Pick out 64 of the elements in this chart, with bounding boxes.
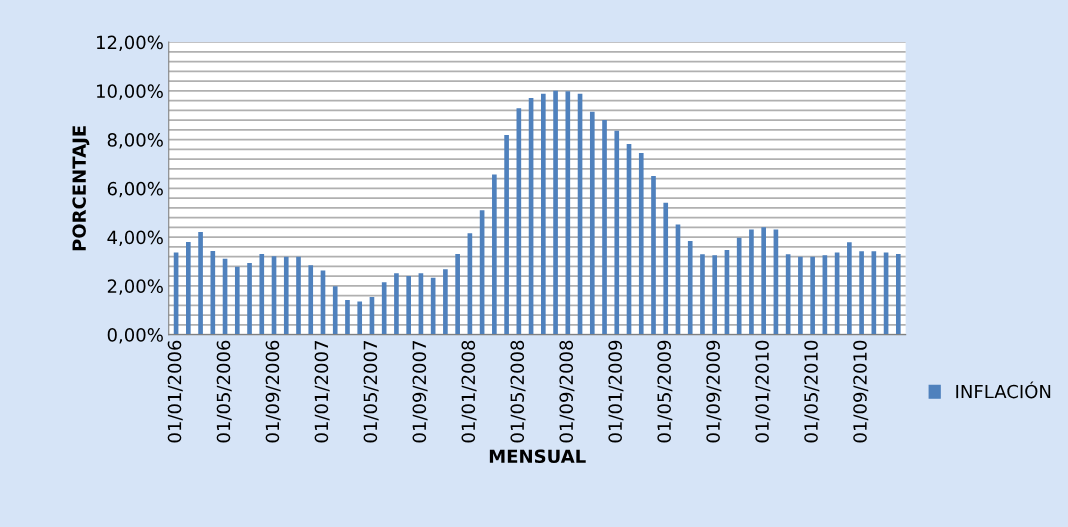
y-tick-label: 6,00%: [107, 181, 163, 198]
y-tick-label: 12,00%: [97, 35, 163, 52]
bar: [565, 91, 571, 335]
x-tick-label: 01/05/2010: [804, 340, 820, 443]
x-tick-label: 01/01/2007: [314, 341, 330, 443]
y-tick-label: 2,00%: [107, 279, 163, 295]
y-axis-title: PORCENTAJE: [72, 126, 90, 251]
y-tick-label: 4,00%: [107, 230, 163, 247]
bar: [332, 286, 338, 335]
bar: [492, 174, 497, 335]
bar: [859, 251, 864, 335]
bar: [700, 254, 705, 335]
bar: [895, 253, 901, 335]
x-tick-label: 01/09/2006: [265, 340, 281, 443]
y-tick-label: 10,00%: [97, 84, 163, 100]
bar: [614, 130, 620, 335]
x-tick-label: 01/09/2008: [559, 340, 575, 443]
bar: [381, 282, 387, 335]
x-tick-label: 01/09/2009: [706, 340, 722, 443]
x-tick-label: 01/05/2007: [363, 341, 379, 443]
bar: [847, 242, 852, 335]
bar: [553, 90, 558, 335]
bar: [443, 269, 448, 335]
bar: [308, 265, 314, 335]
bar: [761, 227, 766, 335]
bar: [798, 256, 803, 335]
bar: [406, 275, 411, 335]
bar: [541, 93, 546, 335]
bar: [504, 135, 509, 335]
x-tick-label: 01/05/2008: [510, 340, 526, 443]
x-tick-label: 01/09/2007: [412, 341, 428, 443]
bar: [712, 255, 718, 335]
bar: [283, 256, 289, 335]
x-tick-label: 01/01/2006: [167, 340, 183, 443]
bar: [749, 229, 754, 335]
bar: [296, 256, 301, 335]
bar: [602, 119, 607, 335]
x-tick-label: 01/01/2008: [461, 340, 477, 443]
bar: [736, 237, 742, 335]
x-tick-label: 01/05/2009: [657, 340, 673, 443]
bar: [687, 241, 693, 335]
x-tick-label: 01/05/2006: [216, 340, 232, 443]
x-tick-label: 01/09/2010: [853, 340, 869, 443]
bar: [589, 111, 595, 335]
bar: [357, 301, 363, 335]
bar: [810, 256, 815, 335]
x-axis-title: MENSUAL: [489, 449, 586, 464]
bar: [198, 232, 203, 335]
bar: [234, 266, 240, 335]
bar: [651, 175, 656, 335]
bar: [455, 253, 460, 335]
bar: [394, 273, 399, 335]
bar: [186, 242, 191, 335]
legend-label: INFLACIÓN: [956, 381, 1051, 399]
x-tick-label: 01/01/2009: [608, 340, 624, 443]
y-tick-label: 8,00%: [107, 133, 163, 149]
x-tick-label: 01/01/2010: [755, 340, 771, 443]
bar: [638, 153, 644, 335]
bar: [663, 202, 669, 335]
bar: [259, 253, 265, 335]
bar: [247, 262, 252, 335]
y-tick-label: 0,00%: [107, 328, 163, 344]
bar: [345, 300, 350, 335]
bar: [210, 251, 216, 335]
